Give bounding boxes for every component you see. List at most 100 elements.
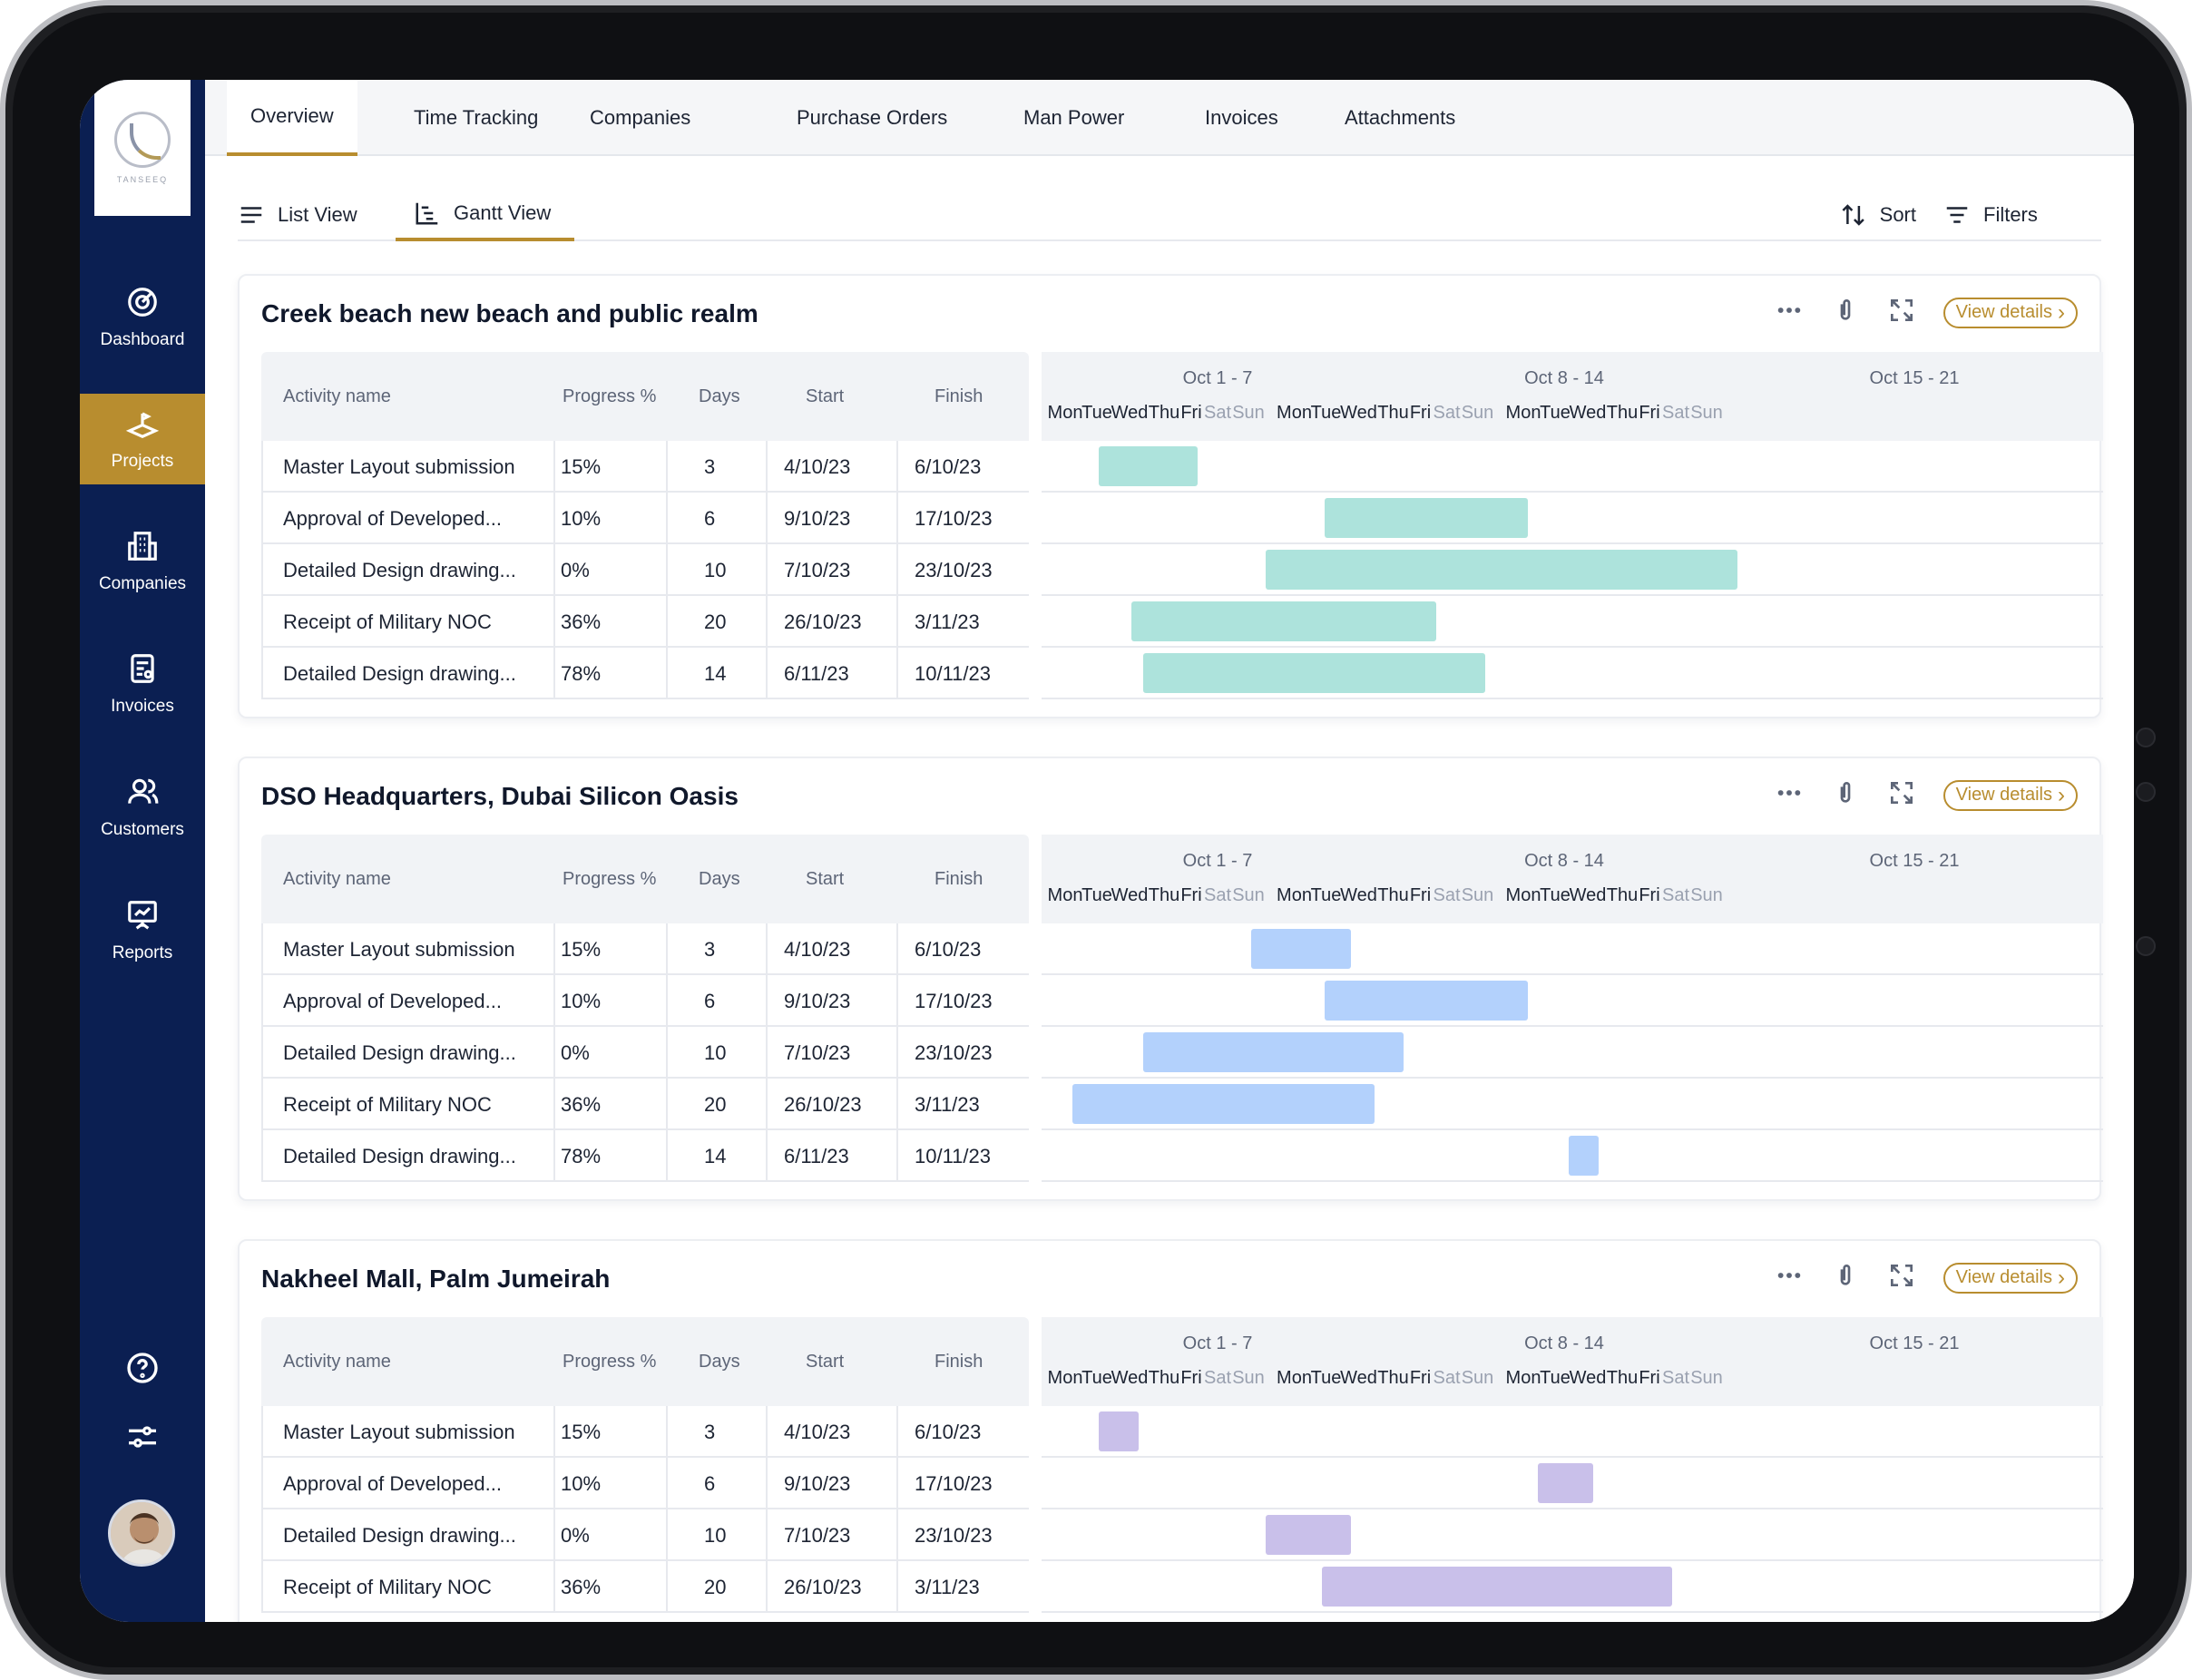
table-row[interactable]: Detailed Design drawing... 0% 10 7/10/23 23/…: [261, 544, 1029, 596]
attachment-button[interactable]: [1831, 1261, 1860, 1294]
tab-purchase-orders[interactable]: Purchase Orders: [797, 106, 948, 129]
gantt-bar[interactable]: [1143, 653, 1486, 693]
progress-value: 10%: [561, 989, 602, 1012]
gantt-bar[interactable]: [1251, 929, 1352, 969]
cell-divider: [766, 1079, 768, 1130]
expand-button[interactable]: [1887, 296, 1916, 329]
column-header[interactable]: Progress %: [563, 1352, 657, 1372]
attachment-button[interactable]: [1831, 778, 1860, 812]
cell-divider: [766, 975, 768, 1027]
sidebar-item-projects[interactable]: Projects: [80, 394, 205, 484]
column-header[interactable]: Progress %: [563, 386, 657, 406]
filters-button[interactable]: Filters: [1943, 189, 2038, 241]
column-header[interactable]: Activity name: [283, 386, 391, 406]
table-row[interactable]: Detailed Design drawing... 78% 14 6/11/23 10…: [261, 648, 1029, 699]
attachment-button[interactable]: [1831, 296, 1860, 329]
column-header[interactable]: Progress %: [563, 869, 657, 889]
column-header[interactable]: Days: [699, 869, 740, 889]
column-header[interactable]: Finish: [935, 1352, 983, 1372]
column-header[interactable]: Start: [806, 386, 845, 406]
progress-value: 0%: [561, 1040, 590, 1064]
column-header[interactable]: Activity name: [283, 869, 391, 889]
table-row[interactable]: Approval of Developed... 10% 6 9/10/23 17/10…: [261, 1458, 1029, 1509]
view-details-button[interactable]: View details ›: [1942, 779, 2078, 811]
expand-button[interactable]: [1887, 778, 1916, 812]
start-date: 4/10/23: [784, 1420, 851, 1443]
gantt-bar[interactable]: [1131, 601, 1437, 641]
gantt-bar[interactable]: [1072, 1084, 1375, 1124]
table-row[interactable]: Receipt of Military NOC 36% 20 26/10/23 3/11…: [261, 1561, 1029, 1613]
column-header[interactable]: Activity name: [283, 1352, 391, 1372]
table-row[interactable]: Approval of Developed... 10% 6 9/10/23 17/10…: [261, 975, 1029, 1027]
cell-divider: [766, 1561, 768, 1613]
days-value: 20: [704, 610, 727, 633]
sidebar-item-companies[interactable]: Companies: [80, 516, 205, 607]
days-value: 14: [704, 1144, 727, 1167]
logo-word: TANSEEQ: [116, 175, 169, 184]
settings-button[interactable]: [80, 1419, 205, 1455]
table-row[interactable]: Approval of Developed... 10% 6 9/10/23 17/10…: [261, 493, 1029, 544]
gantt-bar[interactable]: [1325, 981, 1529, 1021]
gantt-bar[interactable]: [1266, 550, 1738, 590]
expand-button[interactable]: [1887, 1261, 1916, 1294]
gantt-view-button[interactable]: Gantt View: [396, 189, 575, 241]
tab-companies[interactable]: Companies: [590, 106, 691, 129]
sort-button[interactable]: Sort: [1840, 189, 1916, 241]
more-options-button[interactable]: [1775, 1261, 1804, 1294]
tab-attachments[interactable]: Attachments: [1345, 106, 1456, 129]
list-view-label: List View: [278, 203, 357, 226]
column-header[interactable]: Finish: [935, 869, 983, 889]
view-details-label: View details: [1955, 785, 2052, 805]
cell-divider: [666, 1509, 668, 1561]
finish-date: 3/11/23: [915, 1092, 980, 1116]
day-label: Tue: [1540, 403, 1571, 423]
gantt-bar[interactable]: [1325, 498, 1529, 538]
days-value: 6: [704, 989, 716, 1012]
sidebar-item-invoices[interactable]: Invoices: [80, 639, 205, 729]
company-logo[interactable]: TANSEEQ: [94, 80, 191, 216]
sidebar-item-dashboard[interactable]: Dashboard: [80, 272, 205, 363]
sidebar-item-customers[interactable]: Customers: [80, 762, 205, 853]
column-header[interactable]: Days: [699, 1352, 740, 1372]
tab-overview[interactable]: Overview: [227, 80, 357, 156]
table-row[interactable]: Master Layout submission 15% 3 4/10/23 6/10/…: [261, 923, 1029, 975]
column-header[interactable]: Start: [806, 1352, 845, 1372]
gantt-bar[interactable]: [1538, 1463, 1594, 1503]
column-header[interactable]: Finish: [935, 386, 983, 406]
sidebar-item-reports[interactable]: Reports: [80, 885, 205, 976]
table-row[interactable]: Detailed Design drawing... 0% 10 7/10/23 23/…: [261, 1027, 1029, 1079]
column-header[interactable]: Start: [806, 869, 845, 889]
gantt-bar[interactable]: [1099, 446, 1198, 486]
help-button[interactable]: [80, 1350, 205, 1386]
tab-invoices[interactable]: Invoices: [1205, 106, 1278, 129]
gantt-bar[interactable]: [1321, 1567, 1673, 1607]
gantt-bar[interactable]: [1143, 1032, 1404, 1072]
gantt-view-label: Gantt View: [454, 201, 552, 224]
avatar[interactable]: [108, 1499, 175, 1567]
gantt-bar[interactable]: [1569, 1136, 1599, 1176]
more-options-button[interactable]: [1775, 296, 1804, 329]
view-details-button[interactable]: View details ›: [1942, 297, 2078, 328]
table-row[interactable]: Detailed Design drawing... 0% 10 7/10/23 23/…: [261, 1509, 1029, 1561]
activity-name: Approval of Developed...: [283, 506, 502, 530]
table-row[interactable]: Receipt of Military NOC 36% 20 26/10/23 3/11…: [261, 1079, 1029, 1130]
project-card: Nakheel Mall, Palm Jumeirah View details ›…: [238, 1239, 2103, 1622]
tab-time-tracking[interactable]: Time Tracking: [414, 106, 539, 129]
finish-date: 17/10/23: [915, 989, 993, 1012]
gantt-bar[interactable]: [1099, 1411, 1139, 1451]
finish-date: 6/10/23: [915, 937, 982, 961]
list-view-button[interactable]: List View: [238, 189, 357, 241]
more-options-button[interactable]: [1775, 778, 1804, 812]
table-row[interactable]: Master Layout submission 15% 3 4/10/23 6/10/…: [261, 441, 1029, 493]
table-row[interactable]: Detailed Design drawing... 78% 14 6/11/23 10…: [261, 1130, 1029, 1182]
column-header[interactable]: Days: [699, 386, 740, 406]
table-row[interactable]: Receipt of Military NOC 36% 20 26/10/23 3/11…: [261, 596, 1029, 648]
view-details-button[interactable]: View details ›: [1942, 1262, 2078, 1294]
tab-man-power[interactable]: Man Power: [1023, 106, 1125, 129]
cell-divider: [766, 441, 768, 493]
gantt-bar[interactable]: [1266, 1515, 1352, 1555]
day-label: Thu: [1377, 885, 1409, 905]
table-row[interactable]: Master Layout submission 15% 3 4/10/23 6/10/…: [261, 1406, 1029, 1458]
day-label: Sat: [1661, 403, 1690, 423]
bezel-dot: [2136, 936, 2156, 956]
